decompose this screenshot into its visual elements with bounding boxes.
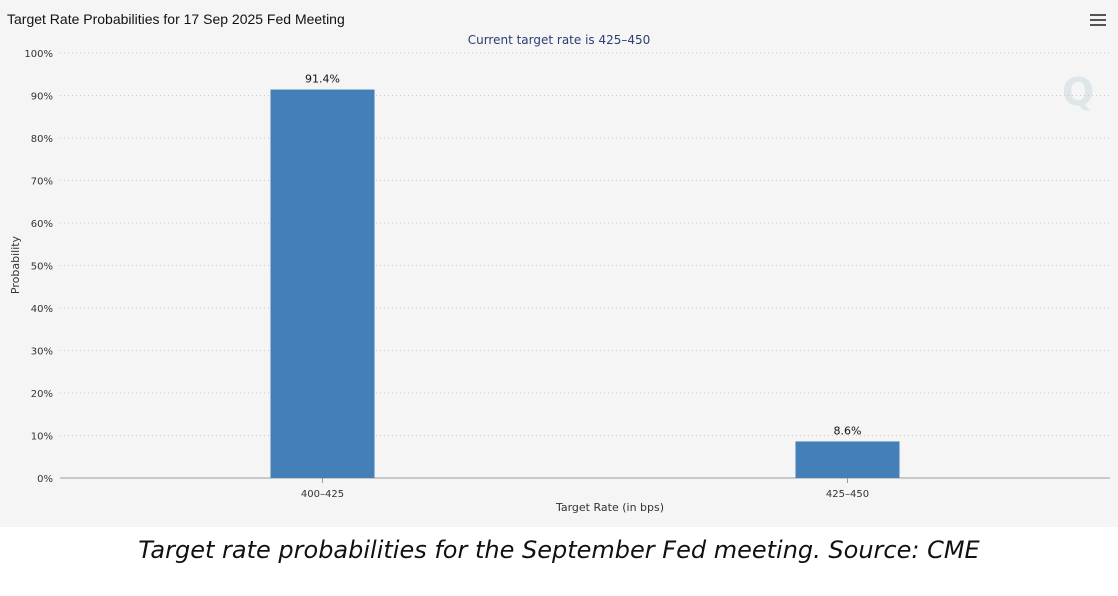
x-tick-label: 425–450 <box>826 489 869 500</box>
y-tick-label: 30% <box>31 347 53 358</box>
y-tick-label: 0% <box>37 474 53 485</box>
y-tick-label: 70% <box>31 177 53 188</box>
chart-panel: Target Rate Probabilities for 17 Sep 202… <box>7 11 1110 514</box>
figure-caption: Target rate probabilities for the Septem… <box>138 536 980 564</box>
chart-title: Target Rate Probabilities for 17 Sep 202… <box>7 11 345 27</box>
y-tick-label: 90% <box>31 92 53 103</box>
y-tick-label: 10% <box>31 432 53 443</box>
bar-400–425 <box>270 89 375 479</box>
y-tick-label: 50% <box>31 262 53 273</box>
hamburger-menu-icon[interactable] <box>1090 14 1106 28</box>
y-tick-label: 20% <box>31 389 53 400</box>
data-label: 8.6% <box>834 424 862 437</box>
watermark-logo: Q <box>1062 70 1095 114</box>
y-tick-label: 100% <box>24 49 53 60</box>
y-tick-label: 60% <box>31 219 53 230</box>
y-axis-title: Probability <box>9 235 22 294</box>
bar-425–450 <box>795 441 900 478</box>
chart-subtitle: Current target rate is 425–450 <box>467 33 651 47</box>
x-tick-label: 400–425 <box>301 489 344 500</box>
y-tick-label: 40% <box>31 304 53 315</box>
x-axis-title: Target Rate (in bps) <box>555 501 664 514</box>
bar-chart: 0% 10% 20% 30% 40% 50% 60% 70% 80% 90% 100% 91.4% 40… <box>9 49 1110 514</box>
y-tick-label: 80% <box>31 134 53 145</box>
data-label: 91.4% <box>305 73 340 86</box>
